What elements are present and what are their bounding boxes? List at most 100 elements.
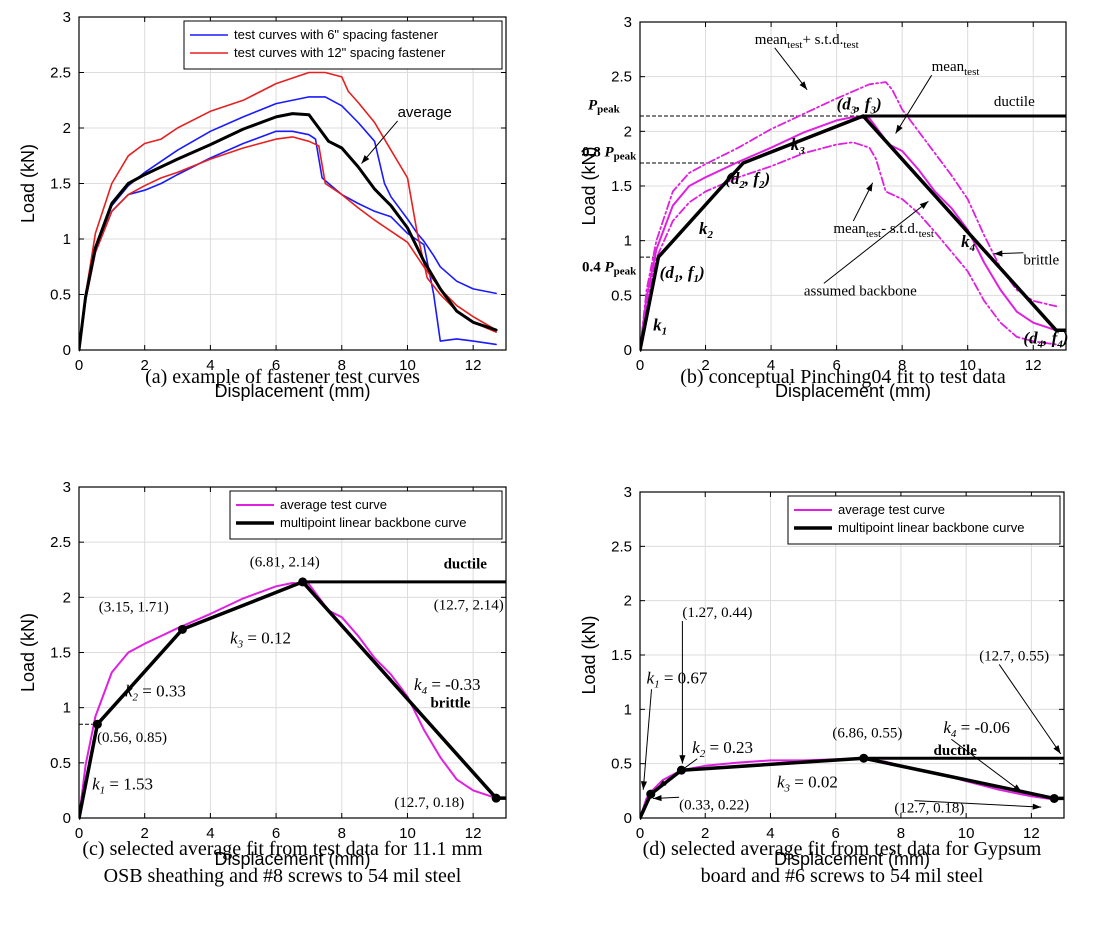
legend-label: multipoint linear backbone curve xyxy=(838,520,1024,535)
backbone-point-marker xyxy=(1049,793,1059,803)
x-tick-label: 4 xyxy=(206,825,214,842)
x-tick-label: 0 xyxy=(636,357,644,374)
x-tick-label: 4 xyxy=(206,357,214,374)
annotation-arrowhead xyxy=(1053,745,1061,754)
x-tick-label: 10 xyxy=(958,825,975,842)
slope-arrow xyxy=(642,689,653,790)
annotation: (6.86, 0.55) xyxy=(832,726,902,742)
slope-label: k3 = 0.02 xyxy=(777,773,838,795)
x-tick-label: 10 xyxy=(399,825,416,842)
y-tick-label: 0.5 xyxy=(50,755,71,772)
y-tick-label: 2 xyxy=(63,120,71,137)
slope-label: k2 xyxy=(699,219,714,241)
y-axis-label: Load (kN) xyxy=(18,144,38,223)
slope-arrow xyxy=(951,738,1022,793)
slope-label: k2 = 0.33 xyxy=(125,682,186,704)
x-tick-label: 0 xyxy=(636,825,644,842)
x-tick-label: 8 xyxy=(338,357,346,374)
annotation: meantest- s.t.d.test xyxy=(833,221,934,240)
reference-label: 0.8 Ppeak xyxy=(582,144,637,162)
annotation-arrow xyxy=(914,800,1042,808)
annotation: (0.56, 0.85) xyxy=(97,730,167,746)
legend-label: multipoint linear backbone curve xyxy=(280,515,466,530)
x-tick-label: 10 xyxy=(399,357,416,374)
slope-label: k1 xyxy=(653,315,667,337)
x-tick-label: 0 xyxy=(75,825,83,842)
x-tick-label: 6 xyxy=(832,357,840,374)
series-line-4 xyxy=(79,112,498,352)
y-tick-label: 1.5 xyxy=(611,647,632,664)
annotation: average xyxy=(398,104,452,121)
series-line-0 xyxy=(79,582,498,819)
slope-label: k4 xyxy=(961,232,976,254)
x-tick-label: 8 xyxy=(338,825,346,842)
chart-caption: (d) selected average fit from test data … xyxy=(643,838,1042,860)
backbone-point-marker xyxy=(92,719,102,729)
annotation: ductile xyxy=(934,743,978,759)
legend-box xyxy=(787,495,1061,545)
y-tick-label: 2.5 xyxy=(611,69,632,86)
slope-label: k4 = -0.33 xyxy=(414,675,481,697)
x-axis-label: Displacement (mm) xyxy=(774,849,930,869)
annotation: (3.15, 1.71) xyxy=(99,600,169,616)
legend-label: average test curve xyxy=(838,502,945,517)
x-tick-label: 2 xyxy=(141,357,149,374)
annotation-arrowhead xyxy=(866,182,873,192)
annotation: (6.81, 2.14) xyxy=(250,554,320,570)
series-line-0 xyxy=(79,96,497,351)
chart-caption-line2: OSB sheathing and #8 screws to 54 mil st… xyxy=(104,865,462,887)
y-tick-label: 0 xyxy=(63,342,71,359)
y-tick-label: 3 xyxy=(624,484,632,501)
x-tick-label: 2 xyxy=(141,825,149,842)
slope-label: k4 = -0.06 xyxy=(943,718,1010,740)
point-label: (d3, f3) xyxy=(837,94,882,116)
legend-label: test curves with 6" spacing fastener xyxy=(234,27,439,42)
annotation-arrowhead xyxy=(993,250,1003,257)
chart-caption-line2: board and #6 screws to 54 mil steel xyxy=(701,865,984,887)
slope-label: k2 = 0.23 xyxy=(692,738,753,760)
annotation: assumed backbone xyxy=(804,283,917,299)
annotation-arrowhead xyxy=(799,81,808,90)
y-tick-label: 0 xyxy=(624,342,632,359)
x-tick-label: 0 xyxy=(75,357,83,374)
x-tick-label: 4 xyxy=(767,357,775,374)
y-tick-label: 0.5 xyxy=(50,287,71,304)
annotation: (12.7, 2.14) xyxy=(434,597,504,613)
backbone-point-marker xyxy=(298,577,308,587)
y-tick-label: 2 xyxy=(624,123,632,140)
x-tick-label: 6 xyxy=(272,357,280,374)
slope-label: k3 = 0.12 xyxy=(230,629,291,651)
point-label: (d4, f4) xyxy=(1023,328,1068,350)
annotation-arrowhead xyxy=(919,201,929,209)
y-tick-label: 1 xyxy=(624,701,632,718)
annotation: ductile xyxy=(444,557,488,573)
slope-label: k1 = 0.67 xyxy=(647,668,708,690)
y-tick-label: 1 xyxy=(63,700,71,717)
x-tick-label: 6 xyxy=(832,825,840,842)
point-label: (d1, f1) xyxy=(660,263,705,285)
y-tick-label: 0.5 xyxy=(611,287,632,304)
y-tick-label: 2.5 xyxy=(50,534,71,551)
y-axis-label: Load (kN) xyxy=(18,613,38,692)
annotation-arrow xyxy=(823,200,929,284)
annotation-arrowhead xyxy=(679,755,686,764)
chart-b: 0 2 4 6 8 10 12 0 0.5 1 1.5 2 2.5 3 Displacement (mm) L… xyxy=(579,14,1068,401)
chart-d: 0 2 4 6 8 10 12 0 0.5 1 1.5 2 2.5 3 Displacement (mm) L… xyxy=(579,484,1065,887)
x-tick-label: 2 xyxy=(701,825,709,842)
x-tick-label: 12 xyxy=(465,357,482,374)
legend: test curves with 6" spacing fastener test… xyxy=(183,20,503,70)
point-label: (d2, f2) xyxy=(725,169,770,191)
annotation: meantest+ s.t.d.test xyxy=(755,32,859,51)
annotation-arrow xyxy=(895,74,933,134)
legend: average test curve multipoint linear back… xyxy=(229,490,503,540)
x-tick-label: 4 xyxy=(766,825,774,842)
chart-a: 0 2 4 6 8 10 12 0 0.5 1 1.5 2 2.5 3 Displacement (mm) L… xyxy=(18,9,507,401)
y-tick-label: 1.5 xyxy=(50,645,71,662)
series-group xyxy=(79,71,498,352)
y-axis-label: Load (kN) xyxy=(579,615,599,694)
x-axis-label: Displacement (mm) xyxy=(214,849,370,869)
y-tick-label: 2 xyxy=(624,593,632,610)
x-tick-label: 12 xyxy=(1023,825,1040,842)
annotation-arrowhead xyxy=(1032,803,1042,810)
